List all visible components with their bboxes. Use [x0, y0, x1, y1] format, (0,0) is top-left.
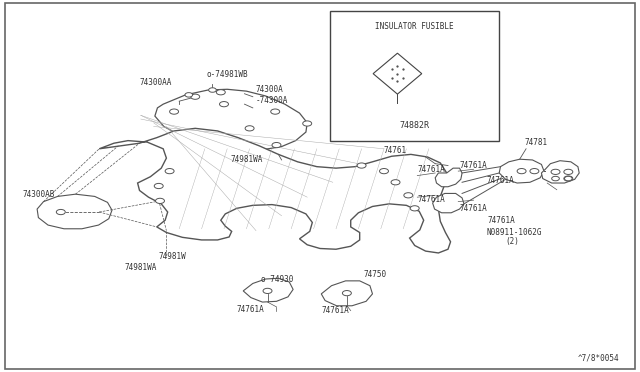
Circle shape	[303, 121, 312, 126]
Circle shape	[165, 169, 174, 174]
Polygon shape	[373, 53, 422, 94]
Circle shape	[342, 291, 351, 296]
Text: 74761A: 74761A	[417, 195, 445, 203]
Text: 74300AA: 74300AA	[140, 78, 172, 87]
Circle shape	[220, 102, 228, 107]
Polygon shape	[243, 278, 293, 302]
Text: (2): (2)	[506, 237, 520, 246]
Circle shape	[271, 109, 280, 114]
Text: 74761A: 74761A	[237, 305, 264, 314]
Circle shape	[530, 169, 539, 174]
Text: 74761A: 74761A	[486, 176, 514, 185]
Circle shape	[263, 288, 272, 294]
Text: 74761A: 74761A	[488, 216, 515, 225]
Text: o-74981WB: o-74981WB	[206, 70, 248, 79]
Circle shape	[154, 183, 163, 189]
Polygon shape	[321, 281, 372, 306]
Text: 74882R: 74882R	[399, 121, 429, 130]
Text: 74761A: 74761A	[321, 306, 349, 315]
Circle shape	[517, 169, 526, 174]
Circle shape	[410, 206, 419, 211]
Text: ^7/8*0054: ^7/8*0054	[578, 354, 620, 363]
Text: N08911-1062G: N08911-1062G	[486, 228, 542, 237]
Circle shape	[564, 169, 573, 174]
Circle shape	[552, 176, 559, 181]
Text: o 74930: o 74930	[261, 275, 294, 284]
Text: 74761A: 74761A	[460, 204, 487, 213]
Circle shape	[209, 88, 216, 92]
Circle shape	[391, 180, 400, 185]
Polygon shape	[37, 194, 112, 229]
Text: 74781: 74781	[525, 138, 548, 147]
Text: 74981WA: 74981WA	[230, 155, 263, 164]
Text: -74300A: -74300A	[256, 96, 289, 105]
Text: 74300AB: 74300AB	[22, 190, 55, 199]
Circle shape	[564, 176, 572, 181]
FancyBboxPatch shape	[330, 11, 499, 141]
Circle shape	[564, 176, 573, 181]
Circle shape	[357, 163, 366, 168]
Circle shape	[191, 94, 200, 99]
Polygon shape	[499, 159, 544, 183]
Polygon shape	[435, 168, 462, 187]
Polygon shape	[99, 128, 451, 253]
Circle shape	[404, 193, 413, 198]
Circle shape	[380, 169, 388, 174]
Polygon shape	[541, 161, 579, 183]
Circle shape	[272, 142, 281, 148]
Text: 74981W: 74981W	[159, 252, 186, 261]
Text: 74761: 74761	[384, 146, 407, 155]
Polygon shape	[433, 193, 464, 213]
Circle shape	[551, 169, 560, 174]
Text: 74761A: 74761A	[460, 161, 487, 170]
Text: 74761A: 74761A	[417, 165, 445, 174]
Text: 74750: 74750	[364, 270, 387, 279]
Circle shape	[156, 198, 164, 203]
Circle shape	[245, 126, 254, 131]
Circle shape	[185, 93, 193, 97]
Circle shape	[170, 109, 179, 114]
Polygon shape	[155, 89, 307, 150]
Circle shape	[216, 90, 225, 95]
Text: 74981WA: 74981WA	[125, 263, 157, 272]
Text: 74300A: 74300A	[256, 85, 284, 94]
Circle shape	[56, 209, 65, 215]
Text: INSULATOR FUSIBLE: INSULATOR FUSIBLE	[375, 22, 454, 31]
